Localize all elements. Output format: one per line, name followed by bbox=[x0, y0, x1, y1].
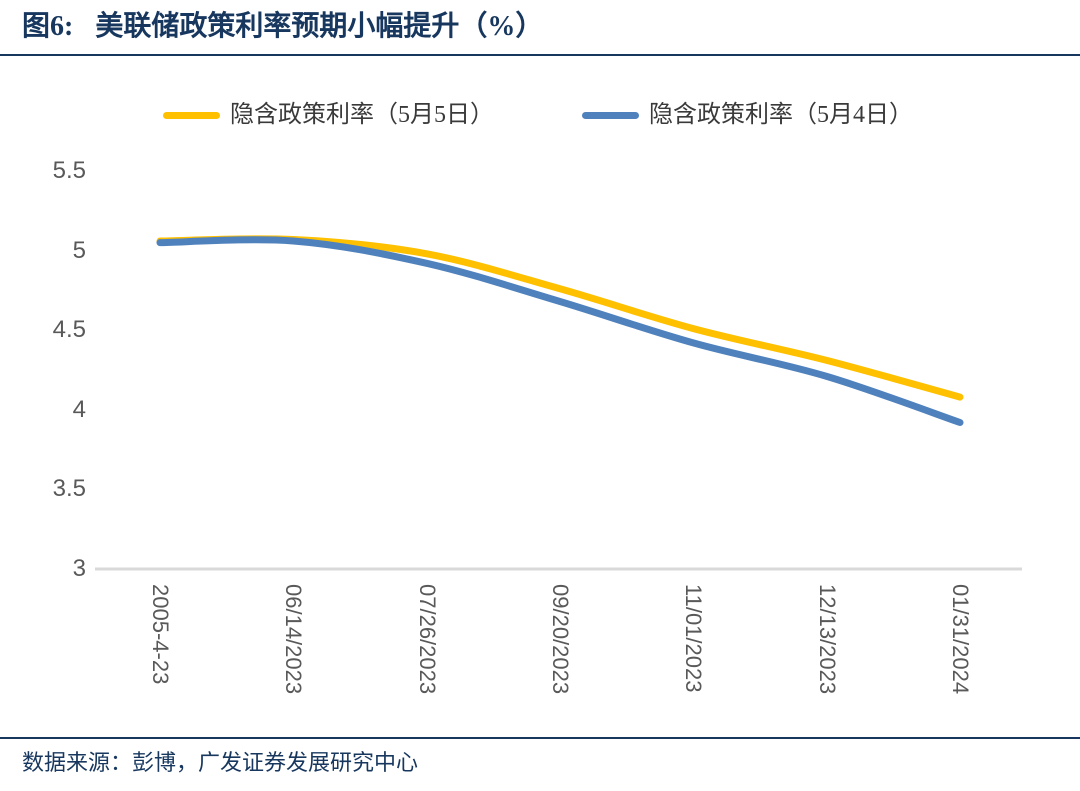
footer-divider bbox=[0, 737, 1080, 739]
data-source-note: 数据来源：彭博，广发证券发展研究中心 bbox=[22, 750, 419, 775]
legend-label: 隐含政策利率（5月4日） bbox=[649, 102, 913, 128]
y-tick-label: 3 bbox=[72, 555, 86, 582]
y-tick-label: 5 bbox=[72, 236, 86, 264]
x-tick-label: 06/14/2023 bbox=[281, 584, 307, 695]
legend-line-swatch bbox=[582, 111, 639, 119]
chart-legend: 隐含政策利率（5月5日） 隐含政策利率（5月4日） bbox=[163, 100, 913, 130]
y-tick-label: 4.5 bbox=[52, 316, 86, 344]
series-line-may4 bbox=[156, 236, 964, 426]
x-tick-label: 09/20/2023 bbox=[548, 584, 573, 695]
title-divider bbox=[0, 54, 1080, 56]
figure-title: 图6: 美联储政策利率预期小幅提升（%） bbox=[22, 8, 1062, 46]
figure-title-text: 美联储政策利率预期小幅提升（%） bbox=[95, 11, 544, 42]
y-tick-label: 4 bbox=[72, 395, 86, 423]
legend-line-swatch bbox=[163, 111, 220, 119]
legend-label: 隐含政策利率（5月5日） bbox=[230, 102, 494, 128]
x-tick-label: 12/13/2023 bbox=[814, 584, 840, 695]
x-tick-label: 01/31/2024 bbox=[948, 584, 973, 695]
x-tick-label: 07/26/2023 bbox=[414, 584, 440, 695]
legend-item-may4: 隐含政策利率（5月4日） bbox=[582, 100, 913, 130]
figure-number-label: 图6: bbox=[22, 11, 74, 42]
legend-item-may5: 隐含政策利率（5月5日） bbox=[163, 100, 494, 130]
x-tick-label: 11/01/2023 bbox=[681, 584, 707, 693]
series-line-may5 bbox=[156, 235, 964, 401]
y-tick-label: 5.5 bbox=[52, 157, 86, 184]
y-tick-label: 3.5 bbox=[52, 475, 86, 503]
x-tick-label: 2005-4-23 bbox=[148, 584, 173, 685]
